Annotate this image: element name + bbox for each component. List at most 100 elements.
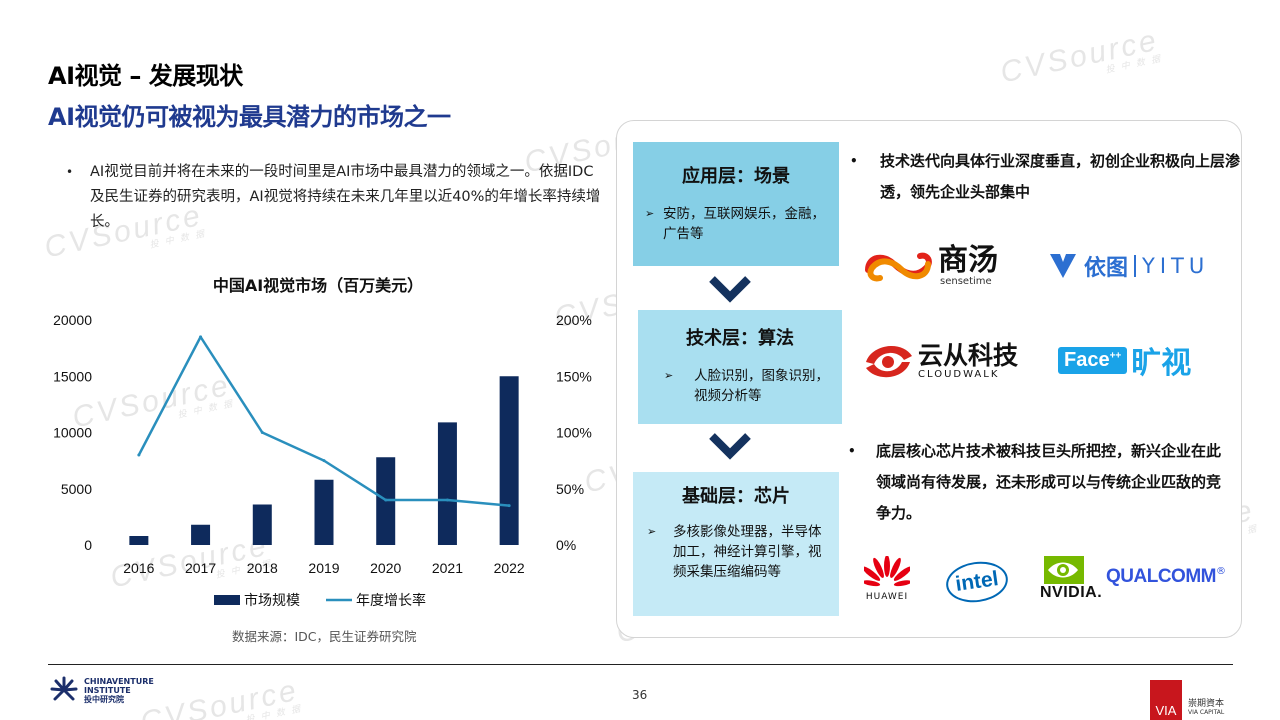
y-tick-right: 150% [556,368,592,384]
sensetime-logo: 商汤 sensetime [862,246,998,287]
y-tick-left: 15000 [53,368,92,384]
layer-foundation: 基础层：芯片 ➢ 多核影像处理器，半导体加工，神经计算引擎，视频采集压缩编码等 [633,472,839,616]
intro-paragraph: • AI视觉目前并将在未来的一段时间里是AI市场中最具潜力的领域之一。依据IDC… [66,160,606,235]
y-tick-right: 200% [556,312,592,328]
market-chart-svg: 中国AI视觉市场（百万美元） 20000 15000 10000 5000 0 200% 15… [53,276,592,609]
nvidia-en: NVIDIA. [1040,584,1103,601]
line-point [199,335,203,339]
yitu-cn: 依图 [1084,256,1129,281]
bar [499,376,519,545]
line-point [322,459,326,463]
via-en: VIA CAPITAL [1188,709,1225,716]
nvidia-logo-icon [1044,556,1084,584]
bar [314,479,334,545]
via-mark-text: VIA [1155,703,1177,718]
face-sup: ++ [1109,349,1122,361]
yitu-logo: 依图 YITU [1050,250,1209,282]
layer-desc-text: 人脸识别，图象识别，视频分析等 [694,368,829,404]
y-tick-left: 0 [84,537,92,553]
y-tick-left: 20000 [53,312,92,328]
line-point [507,504,511,508]
qualcomm-logo: QUALCOMM ® [1106,566,1226,588]
page-subtitle: AI视觉仍可被视为最具潜力的市场之一 [48,103,451,131]
face-en: Face [1064,348,1110,371]
bullet-dot: • [66,165,74,179]
layer-desc: ➢ 人脸识别，图象识别，视频分析等 [638,366,842,406]
sensetime-cn: 商汤 [938,243,998,278]
line-point [445,498,449,502]
legend-swatch-bar [214,595,240,605]
huawei-logo: HUAWEI [864,556,910,602]
data-source: 数据来源：IDC，民生证券研究院 [232,629,417,644]
layer-desc: ➢ 多核影像处理器，半导体加工，神经计算引擎，视频采集压缩编码等 [633,522,839,582]
face-badge: Face++ [1058,346,1128,374]
qualcomm-en: QUALCOMM [1106,566,1216,587]
layer-technology: 技术层：算法 ➢ 人脸识别，图象识别，视频分析等 [638,310,842,424]
face-logo: Face++ 旷视 [1058,338,1191,382]
page-number: 36 [632,688,648,702]
y-tick-right: 50% [556,481,584,497]
via-mark: VIA [1150,680,1182,720]
layer-title: 技术层：算法 [686,328,794,349]
cloudwalk-en: CLOUDWALK [918,368,1000,380]
layer-desc: ➢ 安防，互联网娱乐，金融，广告等 [633,204,839,244]
sensetime-en: sensetime [940,276,992,287]
legend-label: 年度增长率 [356,592,426,609]
cloudwalk-logo: 云从科技 CLOUDWALK [862,338,1018,384]
page-title: AI视觉 – 发展现状 [48,62,243,90]
layer-desc-text: 多核影像处理器，半导体加工，神经计算引擎，视频采集压缩编码等 [673,524,822,580]
yitu-logo-icon [1050,254,1076,278]
chart-title: 中国AI视觉市场（百万美元） [213,276,423,295]
x-tick: 2020 [370,560,401,576]
huawei-logo-icon [864,556,910,587]
chinaventure-names: CHINAVENTURE INSTITUTE 投中研究院 [84,677,154,704]
intel-ring: intel [943,557,1011,607]
x-tick: 2021 [432,560,463,576]
right-bullet-text: 技术迭代向具体行业深度垂直，初创企业积极向上层渗透，领先企业头部集中 [880,152,1241,201]
bar [437,422,457,545]
bar [129,536,149,545]
y-tick-right: 100% [556,425,592,441]
bullet-dot: • [848,444,856,458]
layer-desc-text: 安防，互联网娱乐，金融，广告等 [663,206,825,242]
arrow-bullet-icon: ➢ [647,525,657,538]
y-tick-left: 5000 [61,481,92,497]
sensetime-logo-icon [865,252,932,281]
layer-title: 应用层：场景 [682,166,790,187]
intro-text: AI视觉目前并将在未来的一段时间里是AI市场中最具潜力的领域之一。依据IDC及民… [90,164,601,230]
x-tick: 2019 [308,560,339,576]
bullet-dot: • [850,154,858,168]
legend-label: 市场规模 [244,592,300,609]
bar [191,524,211,545]
bar [252,504,272,545]
arrow-bullet-icon: ➢ [664,369,674,382]
right-bullet-bottom: • 底层核心芯片技术被科技巨头所把控，新兴企业在此领域尚有待发展，还未形成可以与… [848,436,1233,529]
x-tick: 2017 [185,560,216,576]
line-point [137,453,141,457]
right-bullet-top: • 技术迭代向具体行业深度垂直，初创企业积极向上层渗透，领先企业头部集中 [850,146,1240,208]
line-point [260,431,264,434]
chinaventure-en-1: CHINAVENTURE [84,676,154,686]
cloudwalk-logo-icon [866,345,912,378]
y-tick-left: 10000 [53,425,92,441]
yitu-en: YITU [1142,254,1210,278]
intel-en: intel [953,567,1000,596]
intel-logo: intel [943,557,1011,607]
chinaventure-cn: 投中研究院 [84,694,124,704]
face-cn: 旷视 [1131,346,1192,381]
chinaventure-logo-icon [50,676,78,701]
yitu-divider [1134,255,1137,277]
chinaventure-logo: CHINAVENTURE INSTITUTE 投中研究院 [50,676,154,704]
via-capital-logo: VIA 崇期資本 VIA CAPITAL [1150,680,1240,720]
line-point [384,498,388,502]
via-cn: 崇期資本 [1188,699,1225,709]
huawei-en: HUAWEI [865,592,909,602]
chevron-down-icon [709,276,751,303]
footer-divider [48,664,1233,665]
chinaventure-en-2: INSTITUTE [84,685,131,695]
layer-title: 基础层：芯片 [682,486,790,507]
layer-application: 应用层：场景 ➢ 安防，互联网娱乐，金融，广告等 [633,142,839,266]
x-tick: 2016 [123,560,154,576]
